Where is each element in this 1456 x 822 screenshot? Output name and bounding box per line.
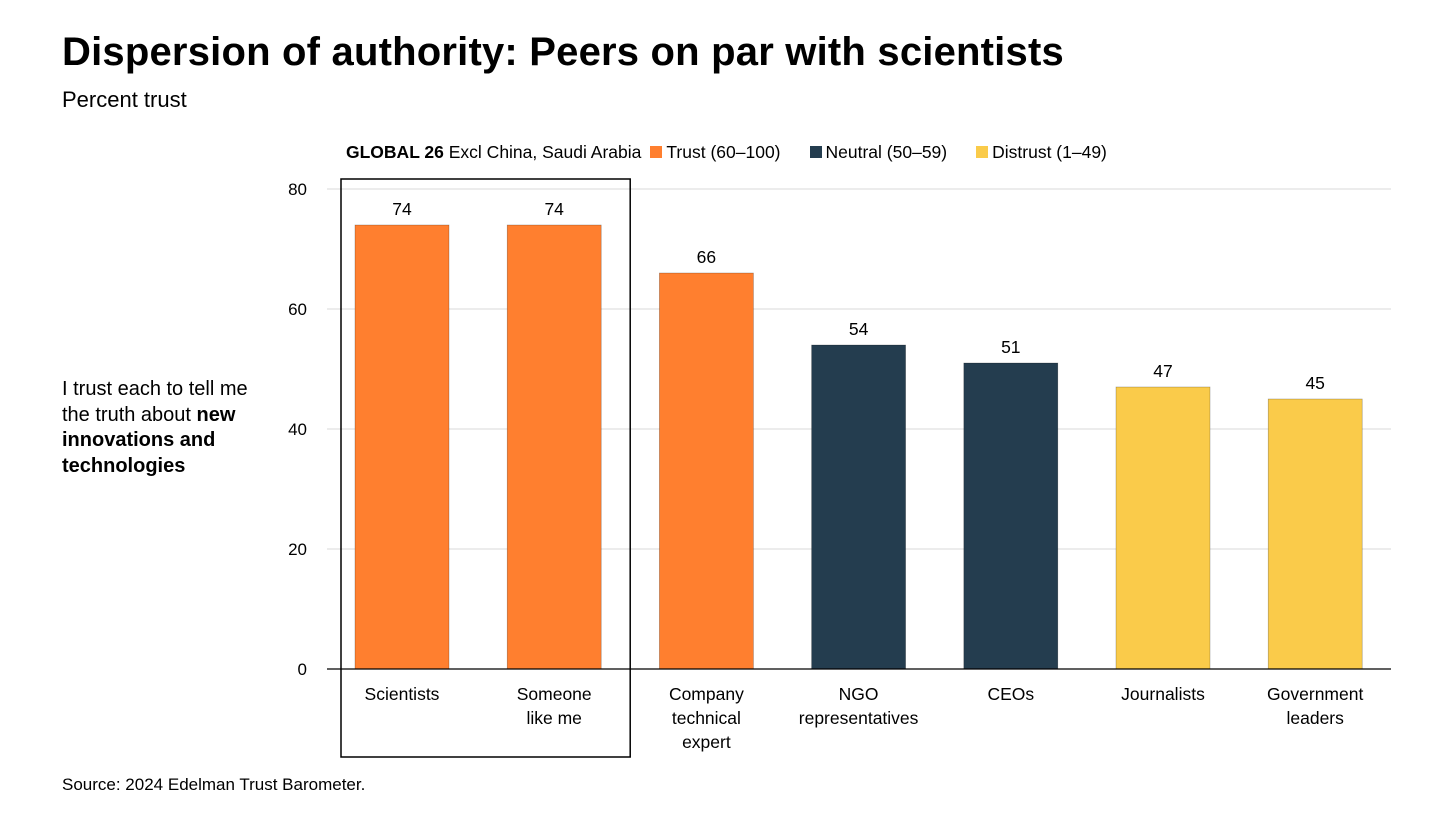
legend-scope-rest: Excl China, Saudi Arabia bbox=[443, 141, 642, 162]
legend-item-trust: Trust (60–100) bbox=[650, 141, 781, 163]
legend-item-neutral: Neutral (50–59) bbox=[809, 141, 948, 163]
question-text-plain: I trust each to tell me the truth about bbox=[62, 378, 248, 426]
bar-4 bbox=[963, 362, 1059, 670]
legend-label-neutral: Neutral (50–59) bbox=[825, 141, 948, 162]
legend-label-distrust: Distrust (1–49) bbox=[992, 141, 1107, 162]
legend: GLOBAL 26 Excl China, Saudi Arabia Trust… bbox=[346, 141, 1107, 163]
x-category-label-3: NGO representatives bbox=[799, 684, 919, 728]
y-tick-label-40: 40 bbox=[288, 420, 307, 439]
bar-1 bbox=[506, 224, 602, 670]
bar-value-label-1: 74 bbox=[544, 199, 564, 219]
bar-value-label-6: 45 bbox=[1305, 373, 1324, 393]
source-note: Source: 2024 Edelman Trust Barometer. bbox=[62, 775, 366, 794]
x-category-label-2: Company technical expert bbox=[669, 684, 744, 752]
legend-label-trust: Trust (60–100) bbox=[666, 141, 781, 162]
x-category-label-0: Scientists bbox=[365, 684, 440, 704]
legend-scope-bold: GLOBAL 26 bbox=[346, 141, 444, 162]
legend-item-distrust: Distrust (1–49) bbox=[976, 142, 1107, 163]
x-category-label-5: Journalists bbox=[1121, 684, 1205, 704]
y-tick-label-60: 60 bbox=[288, 300, 307, 319]
bar-6 bbox=[1267, 398, 1363, 670]
bar-value-label-5: 47 bbox=[1153, 361, 1172, 381]
bar-value-label-2: 66 bbox=[697, 247, 716, 267]
bar-value-label-3: 54 bbox=[849, 319, 869, 339]
bar-2 bbox=[659, 272, 754, 670]
legend-swatch-trust bbox=[650, 146, 663, 158]
legend-swatch-distrust bbox=[976, 146, 989, 158]
bar-3 bbox=[811, 344, 906, 670]
x-category-label-6: Government leaders bbox=[1267, 684, 1363, 728]
chart-title: Dispersion of authority: Peers on par wi… bbox=[62, 30, 1064, 74]
x-category-label-4: CEOs bbox=[987, 684, 1034, 704]
legend-swatch-neutral bbox=[809, 146, 822, 158]
y-tick-label-80: 80 bbox=[288, 180, 307, 199]
bar-value-label-0: 74 bbox=[392, 199, 412, 219]
question-text-bold: new innovations and technologies bbox=[62, 403, 236, 477]
bar-0 bbox=[354, 224, 450, 670]
y-tick-label-0: 0 bbox=[298, 660, 307, 679]
y-tick-label-20: 20 bbox=[288, 540, 307, 559]
chart-subtitle: Percent trust bbox=[62, 87, 187, 112]
bar-value-label-4: 51 bbox=[1001, 337, 1020, 357]
legend-scope: GLOBAL 26 Excl China, Saudi Arabia bbox=[346, 142, 641, 163]
x-category-label-1: Someone like me bbox=[517, 684, 592, 728]
highlight-box bbox=[340, 178, 631, 758]
bar-5 bbox=[1115, 386, 1211, 670]
question-text: I trust each to tell me the truth about … bbox=[62, 377, 252, 479]
